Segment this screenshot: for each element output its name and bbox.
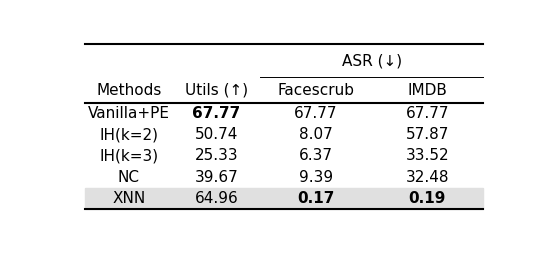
- Text: IMDB: IMDB: [407, 83, 447, 98]
- Text: Utils (↑): Utils (↑): [185, 83, 248, 98]
- Text: IH(k=3): IH(k=3): [99, 148, 158, 163]
- Text: 0.17: 0.17: [297, 191, 335, 206]
- Text: ASR (↓): ASR (↓): [341, 53, 402, 68]
- Text: 64.96: 64.96: [194, 191, 238, 206]
- Text: 67.77: 67.77: [294, 106, 337, 121]
- Text: Facescrub: Facescrub: [277, 83, 354, 98]
- Text: Vanilla+PE: Vanilla+PE: [88, 106, 170, 121]
- Text: 39.67: 39.67: [194, 170, 238, 185]
- Text: 9.39: 9.39: [299, 170, 333, 185]
- Text: 67.77: 67.77: [192, 106, 241, 121]
- Text: 32.48: 32.48: [406, 170, 449, 185]
- Text: Methods: Methods: [96, 83, 162, 98]
- Text: 33.52: 33.52: [406, 148, 449, 163]
- Bar: [85, 188, 483, 209]
- Text: 67.77: 67.77: [406, 106, 449, 121]
- Text: NC: NC: [118, 170, 140, 185]
- Text: 57.87: 57.87: [406, 127, 449, 142]
- Text: XNN: XNN: [112, 191, 146, 206]
- Text: 50.74: 50.74: [195, 127, 238, 142]
- Text: IH(k=2): IH(k=2): [99, 127, 158, 142]
- Text: 6.37: 6.37: [299, 148, 333, 163]
- Text: 0.19: 0.19: [408, 191, 446, 206]
- Text: 25.33: 25.33: [194, 148, 238, 163]
- Text: 8.07: 8.07: [299, 127, 333, 142]
